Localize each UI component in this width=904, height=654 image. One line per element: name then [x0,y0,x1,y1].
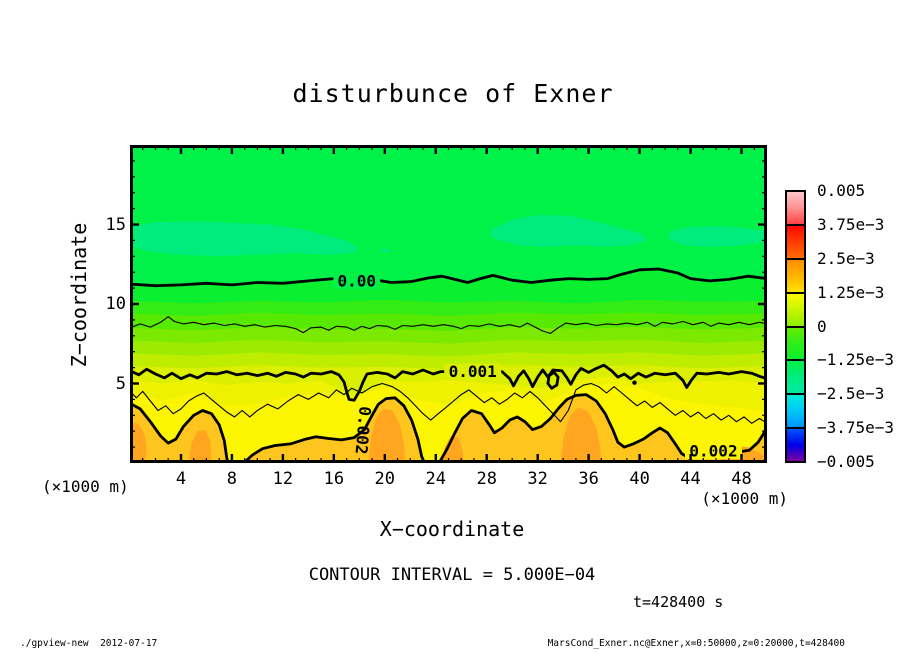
x-axis-label: X−coordinate [379,517,525,541]
colorbar-box-5 [785,359,806,396]
x-axis-units: (×1000 m) [701,489,788,508]
colorbar-label-7: −3.75e−3 [817,418,895,438]
orange-blob-3 [442,436,464,463]
colorbar-box-4 [785,325,806,362]
contour-label: 0.00 [338,271,377,290]
colorbar-label-4: 0 [817,316,827,336]
contour-line-0.001 [546,371,560,390]
x-tick-label-20: 20 [374,469,396,489]
contour-label-group: 0.002 [352,406,375,456]
orange-blob-0 [130,421,147,463]
footer-source: MarsCond_Exner.nc@Exner,x=0:50000,z=0:20… [547,638,845,649]
colorbar-label-0: 0.005 [817,181,866,200]
contour-interval-label: CONTOUR INTERVAL = 5.000E−04 [308,565,596,585]
contour-label: 0.001 [449,362,497,381]
x-tick-label-16: 16 [323,469,345,489]
colorbar [785,190,806,463]
footer-command: ./gpview-new 2012-07-17 [20,638,158,649]
teal-dot [379,248,392,254]
orange-blob-4 [560,407,602,463]
y-axis-units: (×1000 m) [42,477,129,496]
z-tick-label-15: 15 [105,214,126,235]
contour-plot-svg: 0.00 0.001 0.002 0.002 [128,145,769,464]
colorbar-label-1: 3.75e−3 [817,214,885,234]
y-axis-label: Z−coordinate [67,222,91,368]
colorbar-box-7 [785,427,806,463]
contour-dot [632,380,637,385]
x-tick-label-12: 12 [272,469,294,489]
colorbar-box-3 [785,291,806,328]
fill-band-9 [130,394,767,463]
contour-label-group: 0.001 [444,362,502,381]
colorbar-label-3: 1.25e−3 [817,282,885,302]
colorbar-box-1 [785,223,806,260]
x-tick-label-32: 32 [527,469,548,489]
teal-patch-left [133,221,360,257]
z-tick-label-10: 10 [105,294,126,314]
contour-label-group: 0.002 [685,442,742,461]
contour-plot-area: 0.00 0.001 0.002 0.002 [128,145,769,464]
contour-label-bg [444,363,502,380]
contour-line-0.0005 [129,316,768,334]
x-tick-label-4: 4 [175,469,187,489]
colorbar-label-6: −2.5e−3 [817,384,885,404]
x-tick-label-28: 28 [476,469,497,489]
orange-blob-1 [188,429,212,463]
chart-title: disturbunce of Exner [292,79,614,108]
orange-blob-2 [368,408,406,463]
contour-line-0.002 [128,393,769,464]
contour-label-bg [333,272,381,289]
time-label: t=428400 s [633,593,724,611]
x-tick-label-40: 40 [629,469,650,489]
contour-line-0.0015 [129,382,768,424]
teal-patch-right [667,226,767,247]
x-tick-label-8: 8 [226,469,238,489]
contour-label: 0.002 [352,406,375,456]
colorbar-box-6 [785,393,806,430]
colorbar-label-8: −0.005 [817,452,875,471]
x-tick-label-36: 36 [578,469,599,489]
colorbar-box-0 [785,190,806,226]
x-tick-label-48: 48 [731,469,752,489]
plot-frame [130,145,767,463]
colorbar-label-5: −1.25e−3 [817,350,895,370]
contour-line-0 [128,267,769,288]
teal-patch-mid [489,215,648,247]
x-tick-label-24: 24 [425,469,446,489]
contour-label-group: 0.00 [333,271,381,290]
colorbar-box-2 [785,257,806,294]
colorbar-label-2: 2.5e−3 [817,248,875,268]
contour-label-bg [685,443,742,460]
z-tick-label-5: 5 [115,373,126,394]
contour-label: 0.002 [689,442,737,461]
x-tick-label-44: 44 [680,469,701,489]
